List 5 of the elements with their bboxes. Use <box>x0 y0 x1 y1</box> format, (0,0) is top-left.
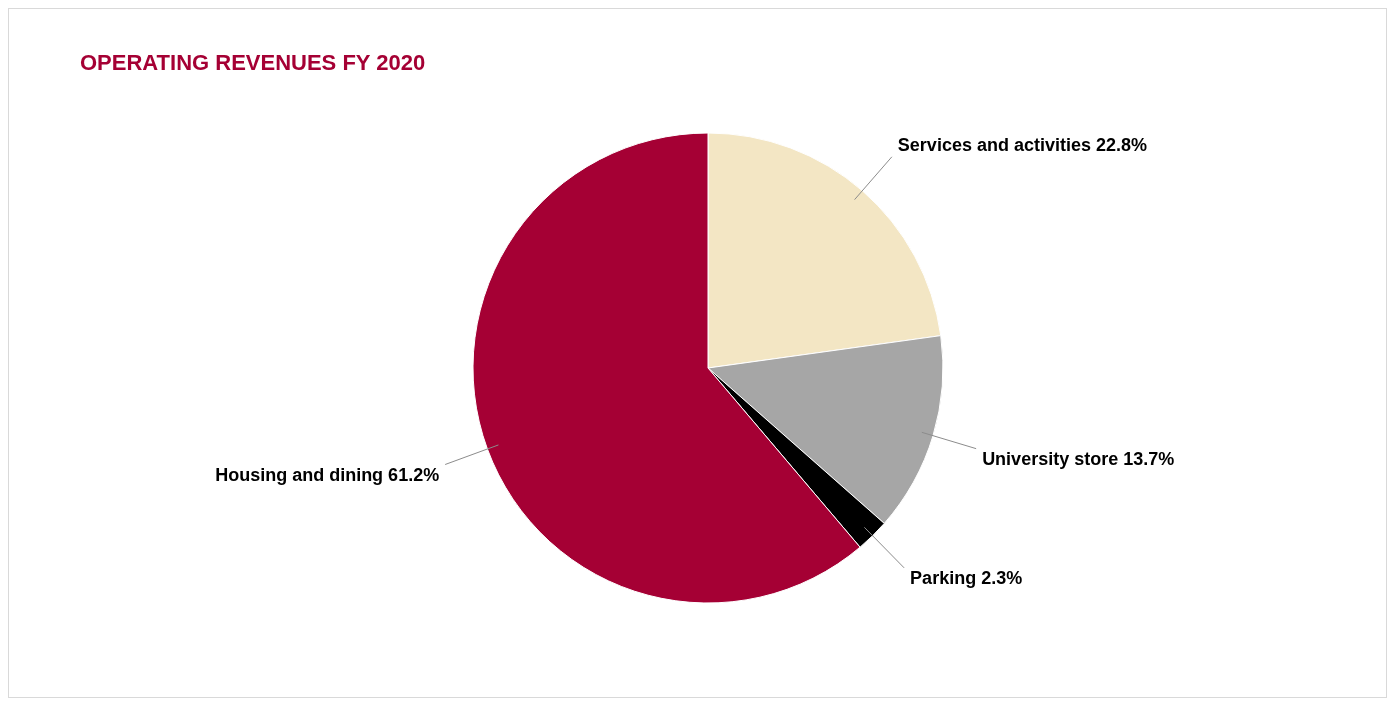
slice-label: Services and activities 22.8% <box>897 134 1147 155</box>
slice-label: University store 13.7% <box>982 448 1175 469</box>
slice-label: Housing and dining 61.2% <box>215 464 440 485</box>
slice-label: Parking 2.3% <box>910 567 1023 588</box>
chart-title: OPERATING REVENUES FY 2020 <box>80 50 426 75</box>
